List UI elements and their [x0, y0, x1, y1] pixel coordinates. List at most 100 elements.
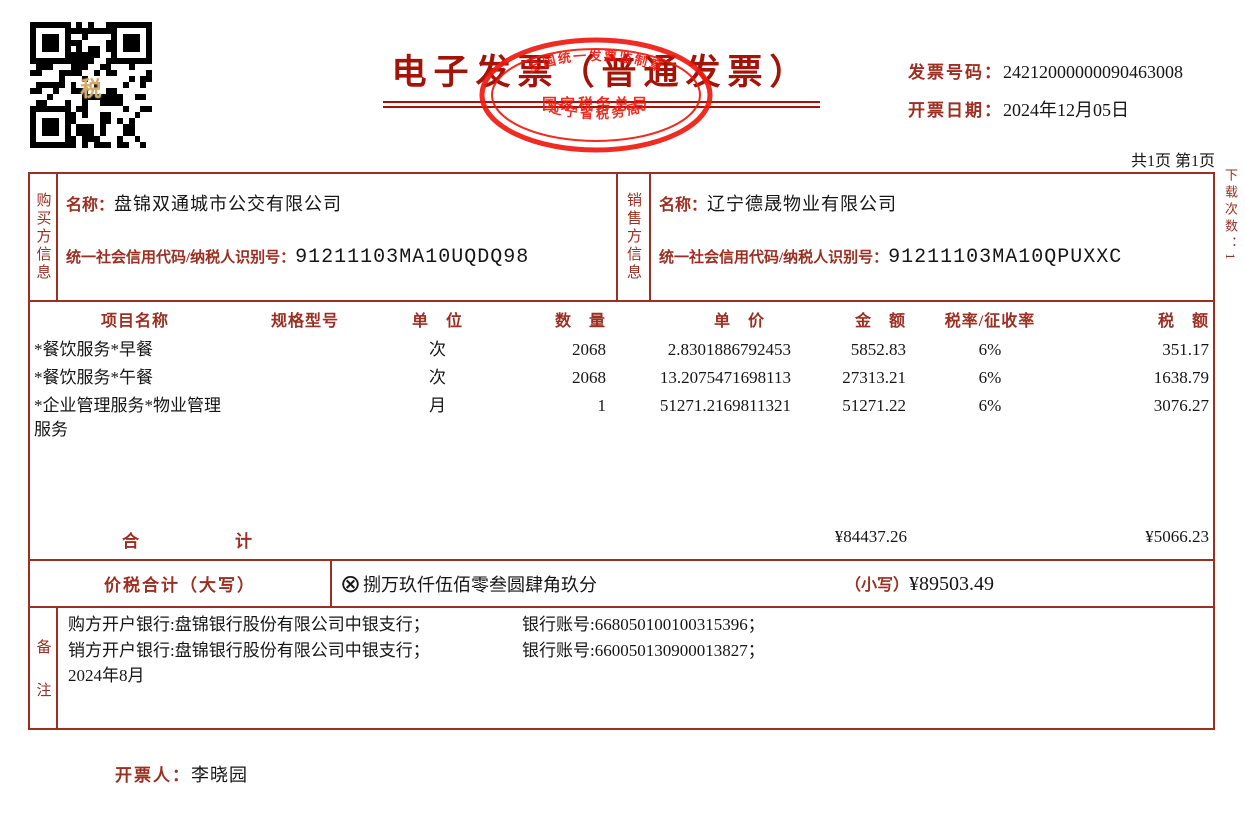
- item-qty: 2068: [572, 368, 606, 387]
- seller-taxid-value: 91211103MA10QPUXXC: [888, 246, 1123, 269]
- download-count: 下载次数：1: [1223, 168, 1238, 264]
- issuer-label: 开票人：: [115, 766, 191, 785]
- page-info: 共1页 第1页: [1130, 153, 1215, 170]
- remark-line: 购方开户银行:盘锦银行股份有限公司中银支行； 银行账号:668050100100…: [68, 612, 1203, 638]
- buyer-taxid-row: 统一社会信用代码/纳税人识别号：91211103MA10UQDQ98: [66, 246, 616, 269]
- item-spec: [240, 392, 370, 444]
- totals-label: 合计: [122, 532, 348, 551]
- item-name: *企业管理服务*物业管理服务: [34, 396, 221, 439]
- item-spec: [240, 336, 370, 364]
- item-name: *餐饮服务*早餐: [34, 340, 153, 359]
- remark-buyer-account: 银行账号:668050100100315396；: [522, 615, 765, 634]
- item-tax: 351.17: [1162, 340, 1209, 359]
- item-qty: 2068: [572, 340, 606, 359]
- stamp-outer-ring: [479, 37, 713, 153]
- stamp-inner-ring: [491, 48, 701, 142]
- item-unit: 月: [429, 396, 446, 415]
- remark-line: 2024年8月: [68, 663, 1203, 689]
- col-header-item-name: 项目名称: [100, 313, 169, 330]
- item-amount: 51271.22: [842, 396, 906, 415]
- invoice-number-row: 发票号码：24212000000090463008: [908, 58, 1183, 83]
- item-unit: 次: [429, 340, 446, 359]
- invoice-meta: 发票号码：24212000000090463008 开票日期：2024年12月0…: [908, 58, 1183, 135]
- item-qty: 1: [597, 396, 607, 415]
- invoice-date-value: 2024年12月05日: [1003, 100, 1129, 120]
- invoice-title: 电子发票（普通发票）: [391, 53, 812, 92]
- seller-info: 名称：辽宁德晟物业有限公司 统一社会信用代码/纳税人识别号：91211103MA…: [651, 174, 1213, 300]
- grand-total-row: 价税合计（大写） ⊗ 捌万玖仟伍佰零叁圆肆角玖分 （小写）¥89503.49: [30, 561, 1213, 608]
- item-unit-price: 51271.2169811321: [659, 396, 791, 415]
- col-header-qty: 数 量: [554, 313, 606, 330]
- totals-tax: ¥5066.23: [1145, 527, 1209, 546]
- invoice-date-label: 开票日期：: [908, 101, 1003, 120]
- items-table: 项目名称 规格型号 单 位 数 量 单 价 金 额 税率/征收率 税 额 *餐饮…: [30, 308, 1213, 444]
- col-header-unit: 单 位: [411, 313, 463, 330]
- grand-total-label-cell: 价税合计（大写）: [30, 561, 332, 606]
- grand-total-label: 价税合计（大写）: [104, 576, 256, 595]
- item-tax-rate: 6%: [978, 396, 1002, 415]
- invoice-number-value: 24212000000090463008: [1003, 62, 1183, 82]
- remarks-section-label: 备注: [30, 608, 58, 728]
- item-row: *餐饮服务*午餐 次 2068 13.2075471698113 27313.2…: [30, 364, 1213, 392]
- tax-bureau-stamp: 全国统一发票监制章 国家税务总局 辽宁省税务局: [479, 37, 713, 153]
- remarks-row: 备注 购方开户银行:盘锦银行股份有限公司中银支行； 银行账号:668050100…: [30, 608, 1213, 728]
- remark-seller-account: 银行账号:660050130900013827；: [522, 640, 765, 660]
- issuer-row: 开票人：李晓园: [115, 761, 248, 787]
- tax-qr-code: 税: [30, 22, 152, 148]
- party-info-row: 购买方信息 名称：盘锦双通城市公交有限公司 统一社会信用代码/纳税人识别号：91…: [30, 174, 1213, 302]
- item-unit-price: 2.8301886792453: [667, 340, 791, 359]
- small-figures-value: ¥89503.49: [909, 573, 995, 595]
- circled-x-icon: ⊗: [340, 569, 361, 598]
- item-amount: 5852.83: [850, 340, 906, 359]
- item-tax: 3076.27: [1153, 396, 1209, 415]
- item-name: *餐饮服务*午餐: [34, 368, 153, 387]
- seller-name-value: 辽宁德晟物业有限公司: [707, 194, 898, 214]
- items-section: 项目名称 规格型号 单 位 数 量 单 价 金 额 税率/征收率 税 额 *餐饮…: [30, 302, 1213, 561]
- items-header-row: 项目名称 规格型号 单 位 数 量 单 价 金 额 税率/征收率 税 额: [30, 308, 1213, 336]
- remarks-content: 购方开户银行:盘锦银行股份有限公司中银支行； 银行账号:668050100100…: [58, 608, 1213, 728]
- item-unit: 次: [429, 368, 446, 387]
- item-row: *企业管理服务*物业管理服务 月 1 51271.2169811321 5127…: [30, 392, 1213, 444]
- item-row: *餐饮服务*早餐 次 2068 2.8301886792453 5852.83 …: [30, 336, 1213, 364]
- item-amount: 27313.21: [842, 368, 906, 387]
- qr-code-pattern: [30, 22, 152, 148]
- col-header-spec: 规格型号: [270, 313, 339, 330]
- item-unit-price: 13.2075471698113: [659, 368, 791, 387]
- item-tax-rate: 6%: [978, 368, 1002, 387]
- col-header-amount: 金 额: [854, 313, 906, 330]
- buyer-name-value: 盘锦双通城市公交有限公司: [114, 194, 343, 214]
- col-header-unit-price: 单 价: [713, 313, 765, 330]
- buyer-name-label: 名称：: [66, 197, 115, 214]
- buyer-taxid-label: 统一社会信用代码/纳税人识别号：: [66, 250, 296, 266]
- qr-tax-glyph: 税: [80, 76, 102, 101]
- seller-section-label: 销售方信息: [616, 174, 651, 300]
- totals-row: 合计 ¥84437.26 ¥5066.23: [30, 527, 1213, 551]
- buyer-name-row: 名称：盘锦双通城市公交有限公司: [66, 190, 616, 216]
- buyer-taxid-value: 91211103MA10UQDQ98: [295, 246, 530, 269]
- buyer-section-label: 购买方信息: [30, 174, 58, 300]
- grand-total-figures: （小写）¥89503.49: [845, 571, 994, 596]
- totals-amount: ¥84437.26: [834, 527, 907, 546]
- buyer-info: 名称：盘锦双通城市公交有限公司 统一社会信用代码/纳税人识别号：91211103…: [58, 174, 616, 300]
- remark-seller-bank: 销方开户银行:盘锦银行股份有限公司中银支行；: [68, 640, 430, 660]
- item-spec: [240, 364, 370, 392]
- item-tax-rate: 6%: [978, 340, 1002, 359]
- invoice-number-label: 发票号码：: [908, 63, 1003, 82]
- col-header-tax-rate: 税率/征收率: [944, 313, 1036, 330]
- small-figures-label: （小写）: [845, 577, 910, 594]
- seller-taxid-label: 统一社会信用代码/纳税人识别号：: [659, 250, 889, 266]
- remark-buyer-bank: 购方开户银行:盘锦银行股份有限公司中银支行；: [68, 615, 430, 634]
- issuer-name: 李晓园: [191, 765, 248, 785]
- invoice-date-row: 开票日期：2024年12月05日: [908, 96, 1183, 122]
- col-header-tax: 税 额: [1157, 313, 1209, 330]
- seller-name-row: 名称：辽宁德晟物业有限公司: [659, 190, 1213, 216]
- seller-taxid-row: 统一社会信用代码/纳税人识别号：91211103MA10QPUXXC: [659, 246, 1213, 269]
- item-tax: 1638.79: [1153, 368, 1209, 387]
- remark-line: 销方开户银行:盘锦银行股份有限公司中银支行； 银行账号:660050130900…: [68, 638, 1203, 664]
- title-double-rule: [383, 101, 820, 108]
- invoice-body-box: 购买方信息 名称：盘锦双通城市公交有限公司 统一社会信用代码/纳税人识别号：91…: [28, 172, 1215, 730]
- remark-period: 2024年8月: [68, 666, 145, 685]
- stamp-top-arc-text: 全国统一发票监制章: [525, 48, 667, 76]
- stamp-center-text: 国家税务总局: [542, 95, 650, 113]
- grand-total-words: ⊗ 捌万玖仟伍佰零叁圆肆角玖分: [340, 571, 597, 597]
